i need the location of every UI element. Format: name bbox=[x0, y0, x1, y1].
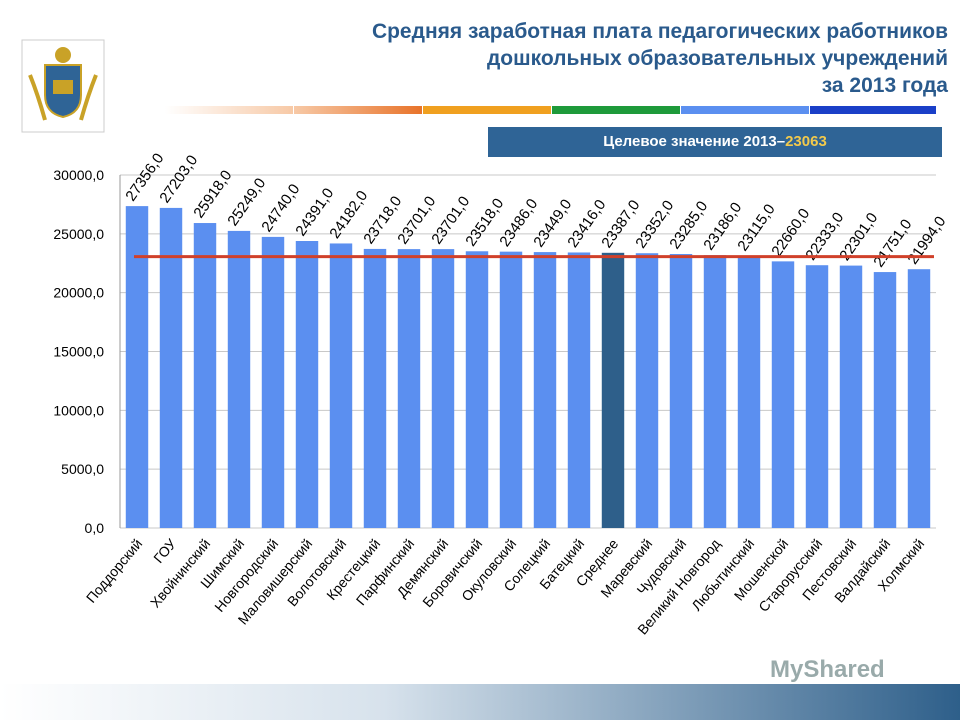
y-tick-label: 15000,0 bbox=[53, 344, 104, 360]
title-line-3: за 2013 года bbox=[821, 74, 948, 97]
target-label: Целевое значение 2013– bbox=[603, 133, 786, 150]
bar bbox=[737, 256, 761, 528]
bar bbox=[227, 230, 251, 528]
watermark: MyShared bbox=[770, 656, 885, 683]
x-tick-label: Поддорский bbox=[83, 536, 146, 606]
x-tick-label: ГОУ bbox=[150, 536, 179, 566]
footer-band bbox=[0, 684, 960, 720]
bar bbox=[295, 240, 319, 528]
bar bbox=[329, 243, 353, 528]
title-line-2: дошкольных образовательных учреждений bbox=[486, 47, 948, 70]
y-tick-label: 30000,0 bbox=[53, 167, 104, 183]
bar bbox=[805, 265, 829, 528]
bar bbox=[431, 249, 455, 529]
bar bbox=[669, 254, 693, 528]
coat-of-arms-logo bbox=[20, 35, 106, 135]
bar bbox=[159, 207, 183, 528]
bar bbox=[907, 269, 931, 528]
bar bbox=[499, 251, 523, 528]
bar bbox=[193, 223, 217, 528]
page-title: Средняя заработная плата педагогических … bbox=[372, 18, 948, 99]
bar bbox=[261, 236, 285, 528]
bar bbox=[635, 253, 659, 528]
bar bbox=[703, 255, 727, 528]
bar bbox=[873, 272, 897, 528]
y-tick-label: 0,0 bbox=[85, 520, 105, 536]
y-tick-label: 20000,0 bbox=[53, 285, 104, 301]
bar bbox=[465, 251, 489, 528]
y-tick-label: 25000,0 bbox=[53, 226, 104, 242]
bar bbox=[363, 248, 387, 528]
bar bbox=[567, 252, 591, 528]
y-tick-label: 10000,0 bbox=[53, 402, 104, 418]
bar bbox=[601, 252, 625, 528]
bar bbox=[839, 265, 863, 528]
target-value: 23063 bbox=[785, 133, 827, 150]
bar bbox=[771, 261, 795, 528]
bar bbox=[397, 249, 421, 529]
bar bbox=[533, 252, 557, 528]
target-value-banner: Целевое значение 2013–23063 bbox=[488, 127, 942, 157]
data-label: 21994,0 bbox=[904, 213, 949, 267]
title-line-1: Средняя заработная плата педагогических … bbox=[371, 20, 948, 43]
bar bbox=[125, 206, 149, 528]
y-tick-label: 5000,0 bbox=[61, 461, 104, 477]
